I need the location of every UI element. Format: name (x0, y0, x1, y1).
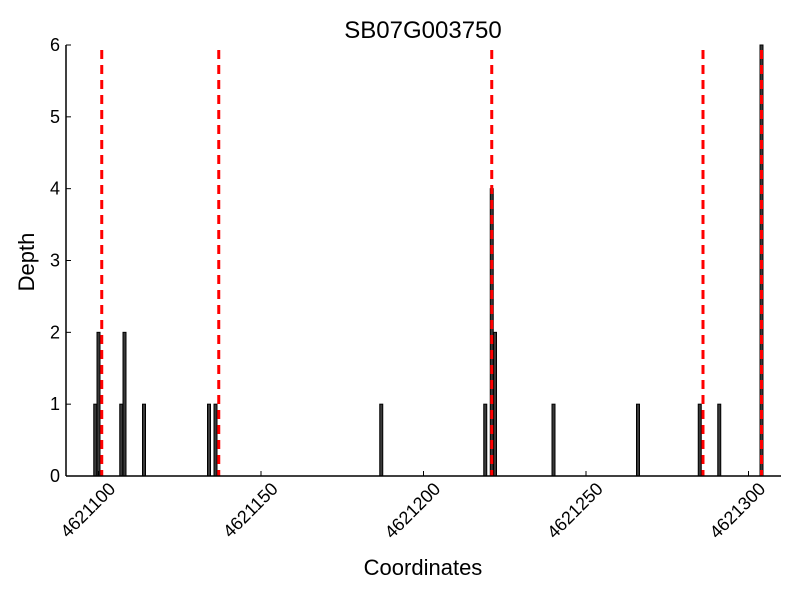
x-tick-label: 4621300 (706, 479, 770, 543)
depth-bar (483, 403, 488, 477)
x-axis-ticks: 4621100 4621150 4621200 4621250 4621300 (57, 471, 770, 543)
depth-bar (142, 403, 146, 477)
y-tick-label: 5 (50, 107, 60, 127)
depth-bar (636, 403, 640, 477)
y-tick-label: 3 (50, 251, 60, 271)
cut-site-lines (100, 50, 763, 476)
depth-bar (379, 403, 384, 477)
y-tick-label: 1 (50, 394, 60, 414)
y-tick-label: 0 (50, 466, 60, 486)
x-tick-label: 4621150 (219, 479, 282, 542)
depth-bar (697, 403, 702, 477)
x-tick-label: 4621100 (57, 479, 120, 542)
depth-bar (119, 403, 124, 477)
depth-bar (207, 403, 211, 477)
depth-bar (551, 403, 556, 477)
y-tick-label: 2 (50, 322, 60, 342)
depth-bar (717, 403, 722, 477)
depth-bar (122, 331, 127, 477)
depth-bar (493, 331, 497, 477)
x-tick-label: 4621200 (381, 479, 445, 543)
y-tick-label: 4 (50, 179, 60, 199)
axes (65, 45, 781, 477)
y-axis-label: Depth (14, 233, 39, 292)
chart-title: SB07G003750 (344, 17, 501, 44)
depth-bar (213, 403, 218, 477)
bar-series (93, 44, 764, 477)
x-axis-label: Coordinates (364, 555, 483, 580)
x-tick-label: 4621250 (543, 479, 607, 543)
depth-bar (96, 331, 101, 477)
y-axis-ticks: 0 1 2 3 4 5 6 (50, 35, 71, 486)
depth-bar (93, 403, 98, 477)
y-tick-label: 6 (50, 35, 60, 55)
